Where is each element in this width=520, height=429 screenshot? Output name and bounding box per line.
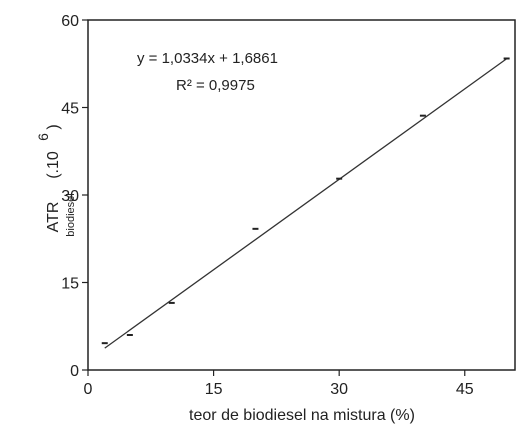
r-squared-annotation: R² = 0,9975: [176, 77, 255, 94]
y-tick-label: 30: [61, 188, 79, 205]
x-tick-label: 45: [456, 381, 474, 398]
ticks: [82, 19, 466, 376]
fit-line-group: [104, 58, 508, 349]
tick-labels: 0 15 30 45 0 15 30 45 60: [61, 13, 474, 398]
plot-frame: [87, 19, 516, 371]
y-tick-label: 45: [61, 101, 79, 118]
y-axis-title-close: ): [45, 124, 62, 129]
data-points: [101, 57, 510, 345]
y-axis-title-main: ATR: [45, 202, 62, 233]
trend-line: [104, 58, 508, 349]
y-axis-title: ATR biodiesel (.10 6 ): [35, 124, 77, 236]
y-axis-title-exponent: 6: [35, 133, 51, 141]
y-axis-title-subscript: biodiesel: [65, 193, 77, 236]
x-tick-label: 0: [84, 381, 93, 398]
x-tick-label: 30: [330, 381, 348, 398]
y-tick-label: 0: [70, 363, 79, 380]
y-tick-label: 15: [61, 276, 79, 293]
x-tick-label: 15: [205, 381, 223, 398]
y-tick-label: 60: [61, 13, 79, 30]
x-axis-title: teor de biodiesel na mistura (%): [189, 407, 415, 424]
y-axis-title-factor: (.10: [45, 151, 62, 179]
plot-border: [87, 19, 516, 371]
equation-annotation: y = 1,0334x + 1,6861: [137, 50, 278, 67]
